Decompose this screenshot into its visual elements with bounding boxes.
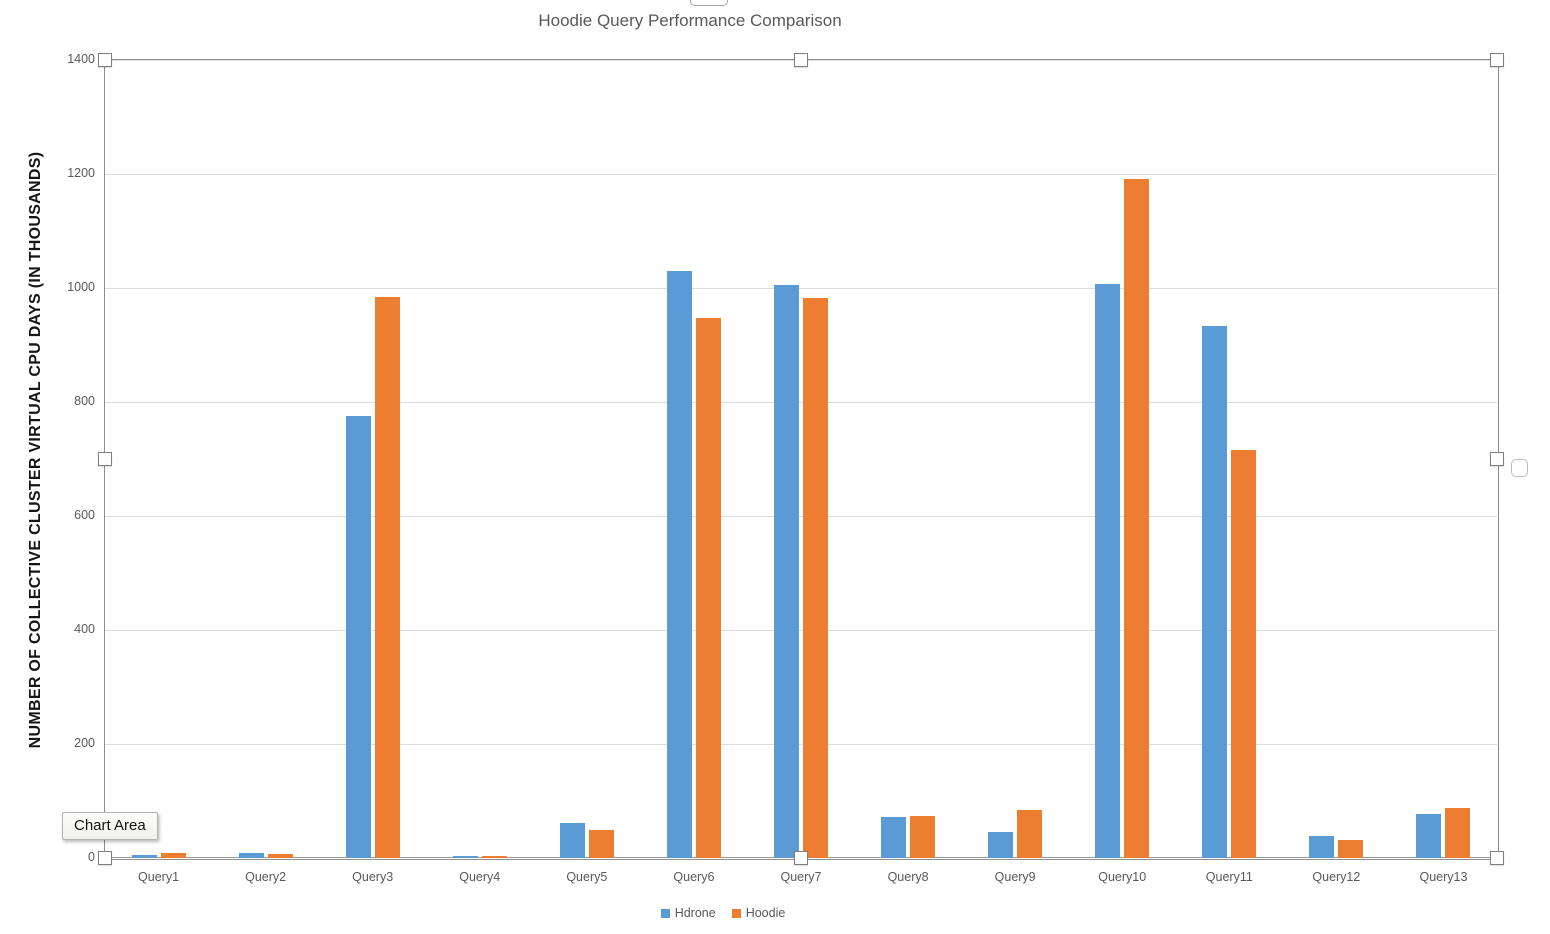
bar-hdrone-query12[interactable] — [1309, 835, 1335, 858]
y-axis-tick-label[interactable]: 1200 — [67, 166, 95, 180]
selection-handle-middle-right[interactable] — [1490, 452, 1504, 466]
bar-hdrone-query10[interactable] — [1095, 284, 1121, 858]
x-axis-label[interactable]: Query5 — [566, 870, 608, 884]
legend-item-hoodie[interactable]: Hoodie — [731, 906, 786, 920]
selection-handle-bottom-left[interactable] — [98, 851, 112, 865]
bar-hdrone-query4[interactable] — [452, 855, 478, 858]
legend-label: Hdrone — [674, 906, 716, 920]
gridline — [105, 174, 1497, 175]
bar-hdrone-query1[interactable] — [131, 855, 157, 858]
chart-area-tooltip: Chart Area — [62, 812, 158, 840]
chart-frame-handle-top[interactable] — [690, 0, 728, 6]
selection-handle-bottom-center[interactable] — [794, 851, 808, 865]
bar-hoodie-query6[interactable] — [695, 317, 721, 858]
y-axis-tick-label[interactable]: 400 — [74, 622, 95, 636]
bar-hdrone-query11[interactable] — [1202, 326, 1228, 858]
legend-item-hdrone[interactable]: Hdrone — [660, 906, 716, 920]
bar-hdrone-query3[interactable] — [345, 416, 371, 858]
bar-hoodie-query1[interactable] — [160, 853, 186, 858]
y-axis-title[interactable]: NUMBER OF COLLECTIVE CLUSTER VIRTUAL CPU… — [27, 151, 44, 749]
x-axis-label[interactable]: Query13 — [1419, 870, 1468, 884]
bar-hdrone-query5[interactable] — [559, 822, 585, 858]
x-axis-label[interactable]: Query12 — [1312, 870, 1361, 884]
legend-label: Hoodie — [745, 906, 786, 920]
gridline — [105, 402, 1497, 403]
bar-hoodie-query10[interactable] — [1124, 178, 1150, 858]
x-axis-label[interactable]: Query7 — [780, 870, 822, 884]
gridline — [105, 744, 1497, 745]
y-axis-tick-label[interactable]: 200 — [74, 736, 95, 750]
bar-hdrone-query13[interactable] — [1416, 813, 1442, 858]
bar-hoodie-query3[interactable] — [374, 296, 400, 858]
selection-handle-top-center[interactable] — [794, 53, 808, 67]
gridline — [105, 516, 1497, 517]
x-axis-label[interactable]: Query2 — [245, 870, 287, 884]
y-axis-tick-label[interactable]: 0 — [88, 850, 95, 864]
chart-title[interactable]: Hoodie Query Performance Comparison — [538, 11, 842, 30]
y-axis-tick-label[interactable]: 600 — [74, 508, 95, 522]
bar-hoodie-query2[interactable] — [267, 854, 293, 858]
bar-hoodie-query12[interactable] — [1338, 840, 1364, 858]
bar-hdrone-query2[interactable] — [238, 853, 264, 858]
x-axis-label[interactable]: Query3 — [352, 870, 394, 884]
bar-hdrone-query9[interactable] — [988, 831, 1014, 858]
y-axis-tick-label[interactable]: 800 — [74, 394, 95, 408]
bar-hoodie-query13[interactable] — [1445, 808, 1471, 858]
bar-hdrone-query8[interactable] — [881, 816, 907, 858]
bar-hoodie-query8[interactable] — [910, 815, 936, 858]
bar-hoodie-query7[interactable] — [803, 297, 828, 858]
bar-hoodie-query9[interactable] — [1017, 810, 1043, 858]
x-axis-label[interactable]: Query11 — [1205, 870, 1253, 884]
legend-swatch — [660, 908, 670, 918]
x-axis-label[interactable]: Query9 — [994, 870, 1036, 884]
chart-frame-handle-right[interactable] — [1511, 459, 1528, 477]
x-axis-label[interactable]: Query8 — [887, 870, 929, 884]
x-axis-label[interactable]: Query6 — [673, 870, 715, 884]
selection-handle-middle-left[interactable] — [98, 452, 112, 466]
legend[interactable]: Hdrone Hoodie — [105, 906, 1341, 920]
bar-hdrone-query7[interactable] — [774, 285, 799, 858]
y-axis-tick-label[interactable]: 1000 — [67, 280, 95, 294]
selection-handle-top-right[interactable] — [1490, 53, 1504, 67]
bar-hoodie-query5[interactable] — [588, 829, 614, 858]
y-axis-tick-label[interactable]: 1400 — [67, 52, 95, 66]
x-axis-label[interactable]: Query10 — [1098, 870, 1147, 884]
gridline — [105, 288, 1497, 289]
bar-hoodie-query4[interactable] — [481, 856, 507, 858]
chart-area-tooltip-label: Chart Area — [74, 817, 146, 834]
x-axis-label[interactable]: Query1 — [138, 870, 180, 884]
x-axis-label[interactable]: Query4 — [459, 870, 501, 884]
selection-handle-bottom-right[interactable] — [1490, 851, 1504, 865]
legend-swatch — [731, 908, 741, 918]
bar-hoodie-query11[interactable] — [1231, 449, 1257, 858]
plot-area[interactable] — [105, 60, 1497, 858]
bar-hdrone-query6[interactable] — [666, 270, 692, 858]
gridline — [105, 630, 1497, 631]
selection-handle-top-left[interactable] — [98, 53, 112, 67]
